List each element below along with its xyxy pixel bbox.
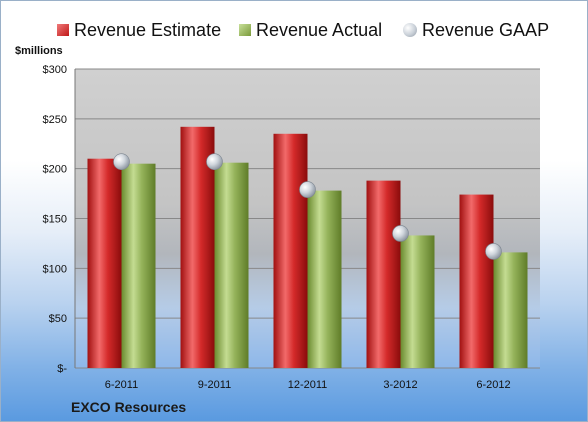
legend-swatch-estimate [57,24,69,36]
bar-actual [493,252,528,368]
legend-label-actual: Revenue Actual [256,19,383,40]
legend-label-gaap: Revenue GAAP [422,19,550,40]
bar-actual [121,163,156,368]
chart-legend: Revenue Estimate Revenue Actual Revenue … [1,17,587,43]
legend-swatch-actual [239,24,251,36]
y-tick-label: $300 [43,64,67,76]
y-axis-unit-label: $millions [15,45,63,57]
y-tick-label: $- [57,363,67,375]
x-tick-label: 6-2012 [476,379,510,391]
bar-actual [307,190,342,368]
y-tick-label: $250 [43,114,67,126]
bar-estimate [273,133,308,368]
bar-estimate [366,180,401,368]
bar-estimate [87,158,122,368]
x-tick-label: 3-2012 [383,379,417,391]
legend-item-estimate: Revenue Estimate [57,17,221,43]
bar-estimate [459,194,494,368]
x-tick-label: 6-2011 [105,379,138,391]
marker-gaap [485,243,502,260]
legend-item-gaap: Revenue GAAP [403,17,549,43]
y-tick-label: $200 [43,164,67,176]
y-tick-label: $100 [43,263,67,275]
legend-swatch-gaap [403,23,417,37]
marker-gaap [392,225,409,242]
y-tick-label: $150 [43,214,67,226]
x-tick-label: 9-2011 [198,379,231,391]
company-name: EXCO Resources [71,399,187,415]
legend-item-actual: Revenue Actual [239,17,382,43]
marker-gaap [206,153,223,170]
y-tick-label: $50 [49,313,67,325]
marker-gaap [113,153,130,170]
legend-label-estimate: Revenue Estimate [74,19,222,40]
x-tick-label: 12-2011 [288,379,328,391]
marker-gaap [299,181,316,198]
bar-actual [214,162,249,368]
bar-actual [400,235,435,368]
